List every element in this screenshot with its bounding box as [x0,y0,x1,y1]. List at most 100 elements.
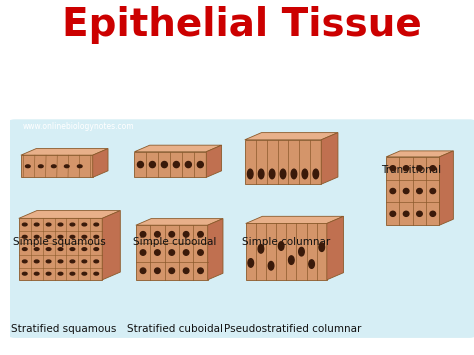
Polygon shape [245,140,321,184]
Text: Simple squamous: Simple squamous [13,237,106,247]
Ellipse shape [390,189,396,193]
Text: Epithelial Tissue: Epithelial Tissue [63,6,422,44]
Text: Stratified cuboidal: Stratified cuboidal [127,324,223,334]
Ellipse shape [417,189,422,193]
Ellipse shape [64,165,69,168]
Polygon shape [19,218,102,280]
Ellipse shape [149,162,155,168]
Text: Simple columnar: Simple columnar [242,237,330,247]
Ellipse shape [140,268,146,273]
Ellipse shape [58,272,63,275]
Ellipse shape [417,211,422,216]
Ellipse shape [52,165,56,168]
Ellipse shape [403,211,409,216]
Ellipse shape [70,260,75,263]
Ellipse shape [82,223,87,226]
Ellipse shape [155,268,160,273]
Ellipse shape [94,260,99,263]
Ellipse shape [155,231,160,237]
Ellipse shape [140,250,146,255]
Ellipse shape [58,260,63,263]
Ellipse shape [70,272,75,275]
Ellipse shape [417,166,422,171]
Ellipse shape [46,260,51,263]
Ellipse shape [58,235,63,238]
Ellipse shape [82,260,87,263]
Polygon shape [386,151,453,157]
Ellipse shape [34,272,39,275]
Ellipse shape [302,169,308,179]
Polygon shape [135,145,221,152]
Ellipse shape [70,223,75,226]
Polygon shape [439,151,453,225]
Polygon shape [135,152,206,178]
Ellipse shape [22,272,27,275]
Polygon shape [136,219,223,225]
Polygon shape [19,211,120,218]
Polygon shape [208,219,223,280]
Ellipse shape [46,272,51,275]
Ellipse shape [94,248,99,251]
Ellipse shape [58,248,63,251]
Ellipse shape [22,223,27,226]
Ellipse shape [58,223,63,226]
Ellipse shape [34,248,39,251]
Ellipse shape [22,235,27,238]
Ellipse shape [26,165,30,168]
Ellipse shape [22,248,27,251]
Ellipse shape [183,268,189,273]
Polygon shape [246,216,344,224]
Ellipse shape [319,243,325,251]
Ellipse shape [155,250,160,255]
Ellipse shape [173,162,179,168]
Polygon shape [327,216,344,280]
Polygon shape [386,157,439,225]
Ellipse shape [46,248,51,251]
Ellipse shape [94,272,99,275]
Ellipse shape [198,231,203,237]
Polygon shape [206,145,221,178]
Polygon shape [102,211,120,280]
Ellipse shape [185,162,191,168]
Ellipse shape [268,262,274,270]
Ellipse shape [46,235,51,238]
Ellipse shape [430,166,436,171]
Ellipse shape [280,169,286,179]
Ellipse shape [183,231,189,237]
Ellipse shape [161,162,167,168]
Ellipse shape [70,235,75,238]
Ellipse shape [169,268,174,273]
Ellipse shape [94,223,99,226]
Ellipse shape [430,189,436,193]
Ellipse shape [289,256,294,264]
Ellipse shape [183,250,189,255]
Ellipse shape [247,169,253,179]
Ellipse shape [77,165,82,168]
Ellipse shape [197,162,203,168]
Polygon shape [246,224,327,280]
Ellipse shape [34,223,39,226]
Ellipse shape [198,250,203,255]
Ellipse shape [140,231,146,237]
Ellipse shape [403,166,409,171]
Ellipse shape [82,248,87,251]
Ellipse shape [390,166,396,171]
Ellipse shape [299,247,304,256]
Polygon shape [136,225,208,280]
Ellipse shape [269,169,275,179]
Polygon shape [21,155,93,178]
Ellipse shape [313,169,319,179]
Polygon shape [93,149,108,178]
Ellipse shape [46,223,51,226]
Polygon shape [321,133,338,184]
Polygon shape [245,133,338,140]
Ellipse shape [430,211,436,216]
Ellipse shape [82,272,87,275]
Polygon shape [21,149,108,155]
Ellipse shape [258,169,264,179]
Ellipse shape [70,248,75,251]
Ellipse shape [198,268,203,273]
Ellipse shape [169,250,174,255]
Ellipse shape [34,260,39,263]
Text: Simple cuboidal: Simple cuboidal [133,237,217,247]
